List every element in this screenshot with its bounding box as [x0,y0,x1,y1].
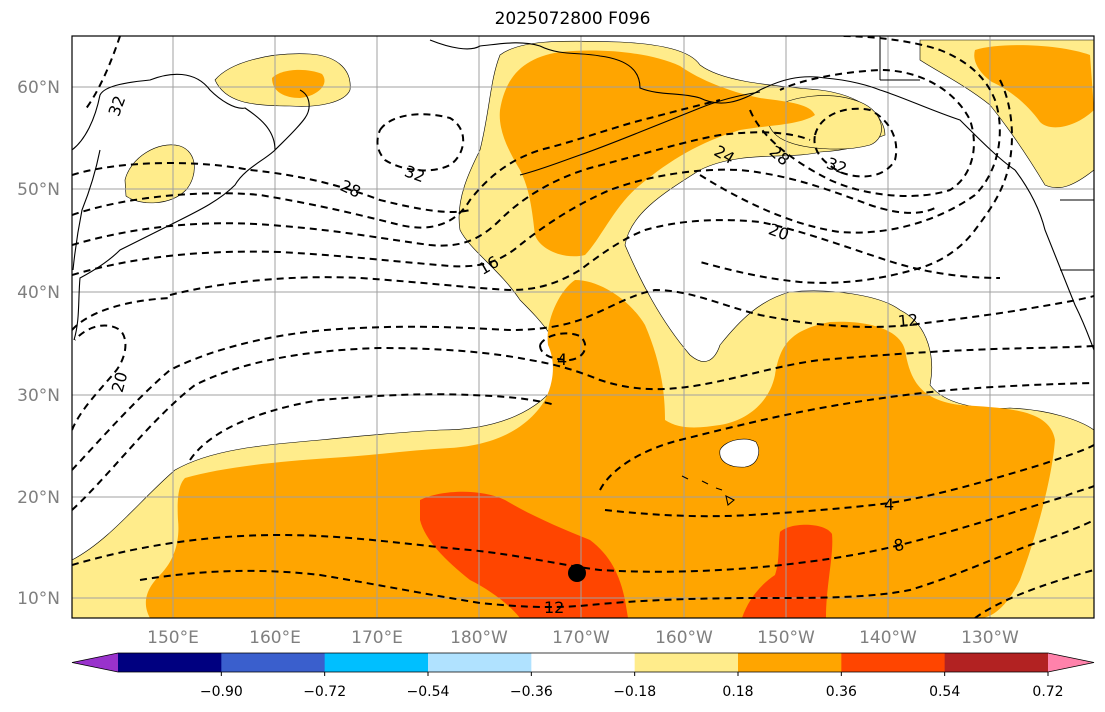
contour-mid-1 [72,288,1094,471]
lat-tick-label: 60°N [17,78,60,98]
colorbar-tick-label: −0.72 [303,684,346,700]
white-hole-hawaii [719,438,759,468]
colorbar-segment [428,653,532,672]
contour-far-south [974,569,1094,618]
lat-tick-label: 10°N [17,589,60,609]
colorbar-segment [221,653,326,672]
height-contours [72,36,1094,618]
map-plot-area [72,36,1094,618]
yellow-west-blob [124,144,195,204]
aleutian-chain [519,91,761,176]
contour-12-south [139,519,1094,609]
contour-32-aleutian-low [376,113,465,172]
orange-alaska-region [499,50,815,257]
colorbar-segment [841,653,946,672]
contour-mid-4 [599,382,1094,491]
lat-tick-label: 30°N [17,386,60,406]
kamchatka-coastline [274,89,310,151]
gridlines [72,36,1094,618]
contour-4-south [604,444,1094,518]
colorbar-segment [531,653,636,672]
colorbar-tick-label: 0.36 [826,684,857,700]
storm-center-marker [568,564,586,582]
lon-tick-label: 160°W [655,628,713,648]
lat-axis: 60°N 50°N 40°N 30°N 20°N 10°N [17,78,60,609]
red-central-region [420,491,628,618]
contour-32-gulf [813,107,898,178]
orange-kamchatka-blob [272,69,325,98]
orange-northeast-blob [974,45,1094,128]
contour-label-12-north: 12 [897,310,919,331]
contour-label-4-south: 4 [884,495,894,514]
lon-tick-label: 140°W [859,628,917,648]
hawaii-islands [681,475,735,507]
colorbar-tick-label: −0.54 [407,684,450,700]
colorbar-segment [738,653,842,672]
colorbar-segment [324,653,429,672]
contour-label-8: 8 [892,535,905,555]
contour-north-1 [72,99,721,229]
lat-tick-label: 50°N [17,180,60,200]
colorbar-segment [118,653,222,672]
colorbar [71,652,1095,673]
lon-axis: 150°E 160°E 170°E 180°W 170°W 160°W 150°… [147,628,1019,648]
lon-tick-label: 150°W [757,628,815,648]
contour-8 [72,485,1094,573]
colorbar-extend-min [72,653,118,672]
shading-054-072 [420,491,833,618]
contour-label-20-west: 20 [108,370,132,395]
lon-tick-label: 170°E [351,628,403,648]
contour-32-west [84,36,121,111]
figure-title: 2025072800 F096 [494,9,651,29]
colorbar-tick-label: −0.36 [510,684,553,700]
contour-north-4 [169,219,1001,296]
contour-east-outer [699,79,1013,284]
map-frame [71,35,1095,619]
contour-20-east [699,36,1001,234]
colorbar-tick-label: 0.18 [722,684,753,700]
lat-tick-label: 20°N [17,488,60,508]
contour-16 [72,168,936,276]
north-america-coastline [1014,169,1094,351]
contour-28-west [72,162,471,213]
lon-tick-label: 180°W [450,628,508,648]
colorbar-tick-label: 0.72 [1032,684,1063,700]
japan-coastline [72,149,101,271]
colorbar-tick-label: −0.18 [613,684,656,700]
colorbar-extend-max [1048,653,1094,672]
colorbar-tick-label: −0.90 [200,684,243,700]
political-borders [879,36,1094,271]
contour-4-blob [539,332,587,362]
contour-label-12-south: 12 [544,598,564,617]
contour-label-4-north: 4 [557,350,567,369]
lon-tick-label: 130°W [961,628,1019,648]
contour-mid-2 [72,345,1094,511]
colorbar-outline [71,652,1095,673]
lon-tick-label: 160°E [249,628,301,648]
lat-tick-label: 40°N [17,283,60,303]
lon-tick-label: 170°W [552,628,610,648]
contour-north-2 [72,131,811,247]
colorbar-tick-labels: −0.90 −0.72 −0.54 −0.36 −0.18 0.18 0.36 0.54 0.7… [200,672,1064,700]
colorbar-segment [634,653,739,672]
colorbar-segment [944,653,1049,672]
colorbar-tick-label: 0.54 [929,684,960,700]
lon-tick-label: 150°E [147,628,199,648]
red-south-region [742,524,833,618]
